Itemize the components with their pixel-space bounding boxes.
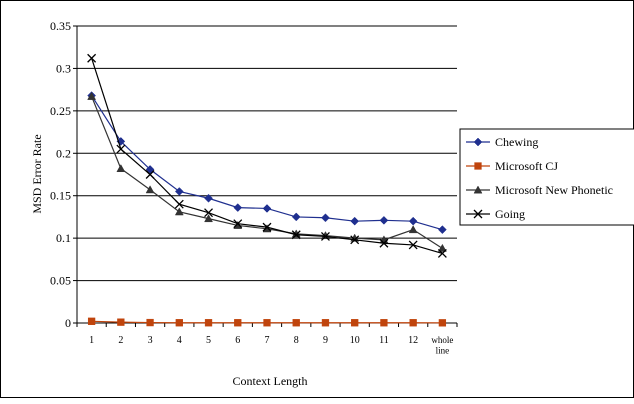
data-point [116, 164, 126, 173]
data-point [204, 319, 213, 327]
data-point [145, 170, 155, 179]
legend-marker [473, 185, 483, 194]
y-tick-label: 0 [65, 316, 71, 330]
x-tick-label: 11 [379, 335, 389, 346]
data-point [321, 231, 330, 241]
data-point [87, 91, 97, 100]
data-point [321, 213, 330, 223]
data-point [174, 187, 184, 196]
x-tick-label: 4 [177, 335, 182, 346]
data-point [351, 319, 359, 327]
data-point [116, 144, 126, 154]
y-tick-label: 0.1 [56, 231, 71, 245]
data-point [263, 319, 271, 327]
legend-item: Microsoft New Phonetic [466, 183, 613, 197]
data-point [350, 216, 360, 226]
legend-marker [473, 137, 483, 147]
legend-label: Microsoft New Phonetic [495, 183, 613, 197]
x-tick-label: 7 [265, 335, 270, 346]
legend-item: Chewing [466, 135, 538, 149]
y-tick-labels: 0 0.05 0.1 0.15 0.2 0.25 0.3 0.35 [50, 19, 77, 330]
data-point [87, 53, 97, 63]
data-point [379, 238, 389, 248]
series-going [87, 53, 447, 258]
y-tick-label: 0.25 [50, 104, 71, 118]
data-point [145, 185, 155, 194]
data-point [437, 243, 447, 252]
data-point [234, 319, 242, 327]
x-tick-label: 9 [323, 335, 328, 346]
data-point [380, 319, 388, 327]
data-point [379, 215, 389, 225]
data-point [204, 193, 213, 203]
data-point [438, 225, 447, 235]
data-point [146, 318, 154, 327]
data-point [204, 208, 213, 218]
data-point [87, 317, 96, 325]
x-axis-label: Context Length [233, 374, 308, 388]
legend-marker [473, 209, 483, 219]
data-point [145, 165, 155, 174]
x-tick-label: 8 [294, 335, 299, 346]
legend-label: Chewing [495, 135, 538, 149]
x-tick-label: 10 [350, 335, 360, 346]
data-point [350, 235, 360, 245]
data-point [408, 240, 418, 250]
legend-label: Microsoft CJ [495, 159, 558, 173]
series-microsoft-cj [87, 317, 447, 327]
data-point [291, 212, 301, 222]
data-point [233, 203, 243, 212]
data-point [409, 319, 417, 327]
legend-item: Going [466, 207, 525, 221]
y-tick-label: 0.35 [50, 19, 71, 33]
x-tick-label: 5 [206, 335, 211, 346]
data-point [233, 219, 243, 229]
y-tick-label: 0.15 [50, 189, 71, 203]
legend-marker [474, 162, 482, 170]
data-point [117, 318, 125, 326]
data-point [438, 319, 447, 327]
data-point [292, 319, 300, 327]
y-tick-label: 0.05 [50, 274, 71, 288]
x-tick-label: 12 [408, 335, 418, 346]
y-tick-label: 0.2 [56, 146, 71, 160]
x-tick-label: 2 [118, 335, 123, 346]
data-point [408, 225, 418, 234]
data-series [87, 53, 447, 327]
x-tick-label: 3 [148, 335, 153, 346]
x-tick-label: 6 [235, 335, 240, 346]
x-tick-label: 1 [89, 335, 94, 346]
data-point [262, 222, 272, 232]
data-point [174, 199, 184, 209]
data-point [174, 207, 184, 216]
data-point [175, 319, 183, 327]
x-tick-labels: 1 2 3 4 5 6 7 8 9 10 11 12 whole line [76, 323, 458, 355]
legend-box [459, 128, 634, 226]
data-point [204, 214, 213, 223]
data-point [262, 204, 272, 213]
legend: Chewing Microsoft CJ Microsoft New Phoneti… [459, 128, 634, 226]
y-axis-label: MSD Error Rate [30, 134, 44, 213]
plot-area [77, 26, 457, 323]
gridlines [77, 25, 457, 282]
data-point [437, 248, 447, 258]
y-tick-label: 0.3 [56, 61, 71, 75]
data-point [291, 230, 301, 240]
legend-item: Microsoft CJ [466, 159, 558, 173]
legend-label: Going [495, 207, 525, 221]
x-tick-label: whole line [431, 335, 453, 355]
data-point [321, 319, 330, 327]
series-chewing [87, 91, 447, 235]
